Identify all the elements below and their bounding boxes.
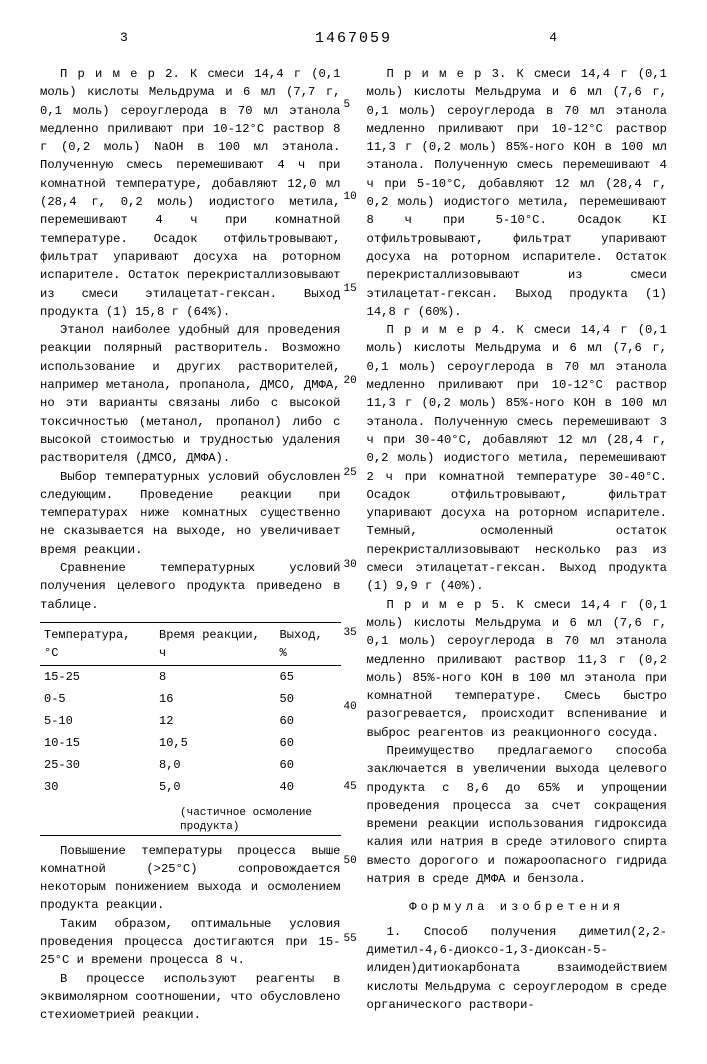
table-cell: 8 <box>155 665 276 688</box>
solvent-discussion: Этанол наиболее удобный для проведения р… <box>40 321 341 467</box>
table-row: 5-10 12 60 <box>40 710 341 732</box>
table-cell: 65 <box>276 665 341 688</box>
table-cell: 40 <box>276 776 341 798</box>
formula-title: Формула изобретения <box>367 898 668 916</box>
table-header-yield: Выход, % <box>276 622 341 665</box>
example-5: П р и м е р 5. К смеси 14,4 г (0,1 моль)… <box>367 596 668 742</box>
table-row: 25-30 8,0 60 <box>40 754 341 776</box>
table-cell: 60 <box>276 754 341 776</box>
table-cell: 0-5 <box>40 688 155 710</box>
table-cell: 15-25 <box>40 665 155 688</box>
example-3: П р и м е р 3. К смеси 14,4 г (0,1 моль)… <box>367 65 668 321</box>
table-cell: 50 <box>276 688 341 710</box>
temperature-choice: Выбор температурных условий обусловлен с… <box>40 468 341 559</box>
table-note: (частичное осмоление продукта) <box>40 806 341 835</box>
table-cell: 60 <box>276 732 341 754</box>
results-table: Температура, °С Время реакции, ч Выход, … <box>40 622 341 798</box>
page-number-left: 3 <box>120 30 128 45</box>
optimal-conditions: Таким образом, оптимальные условия прове… <box>40 915 341 970</box>
table-row: 15-25 8 65 <box>40 665 341 688</box>
page-number-right: 4 <box>549 30 557 45</box>
table-cell: 16 <box>155 688 276 710</box>
table-cell: 30 <box>40 776 155 798</box>
table-intro: Сравнение температурных условий получени… <box>40 559 341 614</box>
advantage: Преимущество предлагаемого способа заклю… <box>367 742 668 888</box>
example-2: П р и м е р 2. К смеси 14,4 г (0,1 моль)… <box>40 65 341 321</box>
table-header-time: Время реакции, ч <box>155 622 276 665</box>
table-header-temp: Температура, °С <box>40 622 155 665</box>
text-columns: П р и м е р 2. К смеси 14,4 г (0,1 моль)… <box>40 65 667 1024</box>
table-cell: 25-30 <box>40 754 155 776</box>
table-row: 10-15 10,5 60 <box>40 732 341 754</box>
table-cell: 5-10 <box>40 710 155 732</box>
claim-1: 1. Способ получения диметил(2,2-диметил-… <box>367 923 668 1014</box>
example-4: П р и м е р 4. К смеси 14,4 г (0,1 моль)… <box>367 321 668 595</box>
table-cell: 10-15 <box>40 732 155 754</box>
results-table-wrap: Температура, °С Время реакции, ч Выход, … <box>40 622 341 836</box>
reagent-ratio: В процессе используют реагенты в эквимол… <box>40 970 341 1025</box>
page-container: 3 1467059 4 5 10 15 20 25 30 35 40 45 50… <box>0 0 707 1064</box>
table-cell: 60 <box>276 710 341 732</box>
table-cell: 12 <box>155 710 276 732</box>
patent-number: 1467059 <box>40 30 667 47</box>
temp-increase: Повышение температуры процесса выше комн… <box>40 842 341 915</box>
table-cell: 10,5 <box>155 732 276 754</box>
table-cell: 5,0 <box>155 776 276 798</box>
table-row: 0-5 16 50 <box>40 688 341 710</box>
table-row: 30 5,0 40 <box>40 776 341 798</box>
table-cell: 8,0 <box>155 754 276 776</box>
